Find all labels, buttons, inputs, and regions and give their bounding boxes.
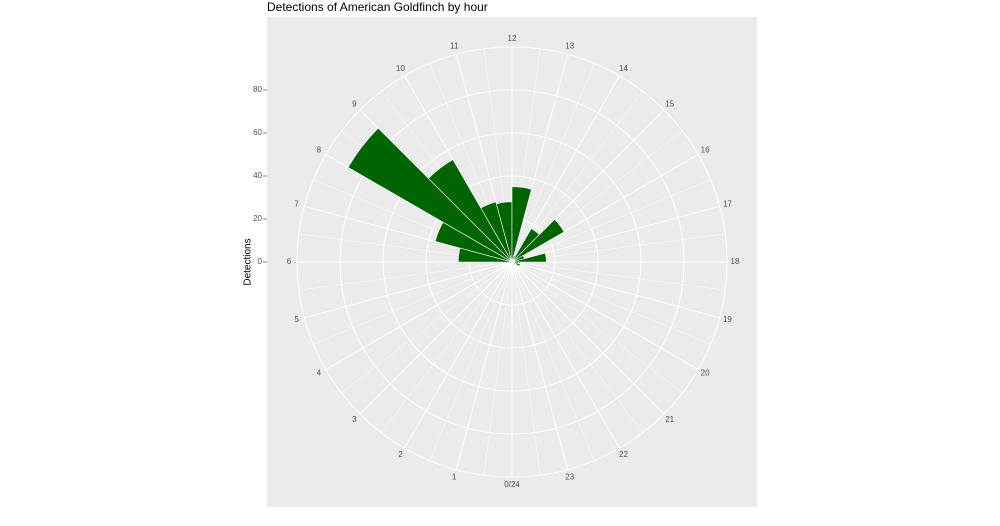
- spoke: [511, 261, 683, 394]
- spoke: [511, 261, 726, 291]
- chart-title: Detections of American Goldfinch by hour: [267, 0, 488, 14]
- angle-label: 20: [701, 369, 710, 378]
- spoke: [325, 261, 513, 370]
- angle-label: 13: [565, 42, 574, 51]
- grid-circle: [296, 46, 728, 478]
- spoke: [511, 261, 699, 370]
- angle-label: 2: [398, 450, 403, 459]
- grid-circle: [339, 89, 685, 435]
- spoke: [511, 261, 720, 319]
- spoke: [455, 261, 513, 470]
- y-tick-label: 20: [253, 214, 262, 223]
- angle-label: 16: [701, 146, 710, 155]
- spoke: [341, 261, 513, 394]
- bar: [347, 127, 513, 263]
- spoke: [511, 63, 595, 263]
- angle-label: 1: [452, 473, 457, 482]
- grid-circle: [425, 175, 599, 349]
- bar: [511, 261, 517, 266]
- grid-circle: [382, 132, 642, 392]
- angle-label: 15: [665, 99, 674, 108]
- spoke: [511, 261, 620, 449]
- spoke: [313, 261, 513, 345]
- spoke: [511, 261, 644, 433]
- spoke: [511, 233, 726, 263]
- angle-label: 5: [294, 315, 299, 324]
- spoke: [511, 261, 665, 415]
- angle-label: 11: [450, 42, 459, 51]
- spoke: [511, 179, 711, 263]
- angle-label: 10: [396, 64, 405, 73]
- bar: [511, 186, 532, 263]
- spoke: [298, 261, 513, 291]
- y-axis-label: Detections: [243, 238, 254, 285]
- spoke: [304, 261, 513, 319]
- angle-label: 17: [723, 199, 732, 208]
- y-tick-label: 0: [258, 257, 263, 266]
- spoke: [359, 261, 513, 415]
- angle-label: 22: [619, 450, 628, 459]
- angle-label: 3: [352, 415, 357, 424]
- bar: [511, 219, 565, 263]
- angle-label: 7: [294, 199, 299, 208]
- bar: [480, 201, 513, 263]
- angle-label: 12: [508, 34, 517, 43]
- spoke: [483, 261, 513, 476]
- angle-label: 19: [723, 315, 732, 324]
- angle-label: 6: [287, 257, 292, 266]
- spoke: [511, 261, 541, 476]
- angle-label: 4: [317, 369, 322, 378]
- angle-label: 8: [317, 146, 322, 155]
- bar: [511, 252, 547, 263]
- spoke: [404, 261, 513, 449]
- angle-label: 14: [619, 64, 628, 73]
- angle-label: 23: [565, 473, 574, 482]
- bar: [427, 159, 513, 263]
- spoke: [511, 205, 720, 263]
- spoke: [511, 261, 711, 345]
- angle-label: 0/24: [504, 480, 520, 489]
- spoke: [511, 261, 569, 470]
- spoke: [511, 261, 595, 461]
- angle-label: 9: [352, 99, 357, 108]
- angle-label: 18: [731, 257, 740, 266]
- y-tick-label: 80: [253, 85, 262, 94]
- spoke: [380, 261, 513, 433]
- spoke: [429, 261, 513, 461]
- y-tick-label: 40: [253, 171, 262, 180]
- angle-label: 21: [665, 415, 674, 424]
- y-tick-label: 60: [253, 128, 262, 137]
